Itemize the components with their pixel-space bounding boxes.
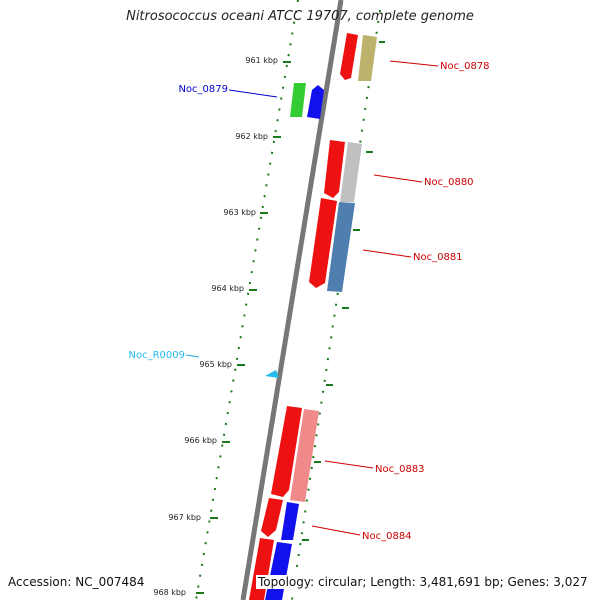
callout-line-noc-0879 (228, 89, 278, 98)
gene-label-noc-0878[interactable]: Noc_0878 (440, 61, 490, 72)
gene-arrow-noc-0881[interactable] (309, 198, 337, 288)
kbp-label-967: 967 kbp (168, 513, 201, 522)
kbp-label-966: 966 kbp (184, 436, 217, 445)
gene-label-noc-0880[interactable]: Noc_0880 (424, 177, 474, 188)
gene-box-noc-0878[interactable] (358, 35, 377, 81)
kbp-ticks: 961 kbp 962 kbp 963 kbp 964 kbp 965 kbp … (153, 41, 385, 597)
kbp-label-962: 962 kbp (235, 132, 268, 141)
trna-arrow-noc-r0009[interactable] (265, 370, 279, 378)
gene-box-noc-0879[interactable] (290, 83, 306, 117)
gene-arrow-noc-0880[interactable] (324, 140, 345, 198)
callout-line-noc-0883 (324, 460, 374, 469)
gene-callouts: Noc_0878 Noc_0879 Noc_0880 Noc_0881 Noc_… (129, 60, 490, 542)
gene-arrow-noc-0884[interactable] (261, 498, 283, 537)
gene-box-noc-0880[interactable] (340, 142, 362, 202)
kbp-label-968: 968 kbp (153, 588, 186, 597)
gene-arrow-noc-0879[interactable] (307, 85, 324, 119)
callout-line-noc-0884 (311, 525, 361, 536)
callout-line-noc-r0009 (185, 354, 200, 358)
topology-label: Topology: circular; Length: 3,481,691 bp… (256, 575, 590, 589)
gene-label-noc-0881[interactable]: Noc_0881 (413, 252, 463, 263)
callout-line-noc-0881 (362, 249, 412, 258)
gene-arrow-noc-0883[interactable] (271, 406, 302, 497)
kbp-label-964: 964 kbp (211, 284, 244, 293)
callout-line-noc-0878 (389, 60, 439, 67)
gene-arrow-partial[interactable] (249, 538, 274, 600)
kbp-label-965: 965 kbp (199, 360, 232, 369)
gene-features (249, 33, 377, 600)
gene-box-noc-0884[interactable] (281, 502, 299, 540)
gene-label-noc-0883[interactable]: Noc_0883 (375, 464, 425, 475)
gene-label-noc-r0009[interactable]: Noc_R0009 (129, 350, 186, 361)
kbp-label-963: 963 kbp (223, 208, 256, 217)
callout-line-noc-0880 (373, 174, 423, 183)
gene-label-noc-0879[interactable]: Noc_0879 (178, 84, 228, 95)
gene-label-noc-0884[interactable]: Noc_0884 (362, 531, 412, 542)
outer-dotted-guide (291, 9, 381, 600)
gene-arrow-noc-0878[interactable] (340, 33, 358, 80)
inner-dotted-guide (195, 0, 299, 600)
gene-box-noc-0883[interactable] (290, 409, 319, 502)
kbp-label-961: 961 kbp (245, 56, 278, 65)
genome-backbone (240, 0, 344, 600)
accession-label: Accession: NC_007484 (6, 575, 147, 589)
genome-title: Nitrosococcus oceani ATCC 19707, complet… (126, 9, 474, 24)
gene-box-noc-0881[interactable] (327, 202, 355, 292)
